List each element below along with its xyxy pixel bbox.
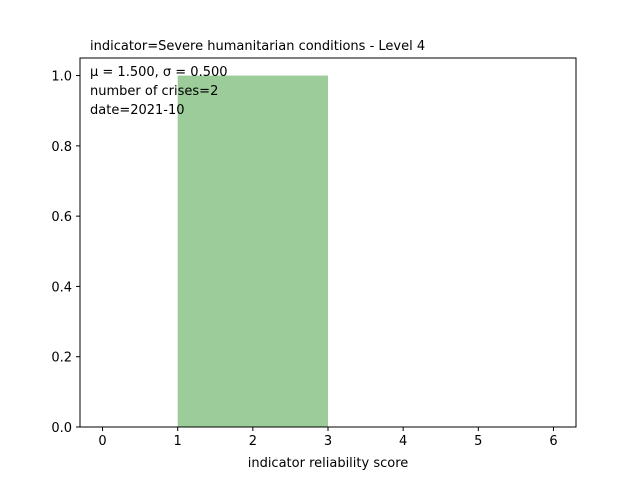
x-tick-label: 4 bbox=[399, 434, 407, 449]
x-tick-label: 5 bbox=[474, 434, 482, 449]
x-tick-label: 2 bbox=[249, 434, 257, 449]
y-tick-label: 0.4 bbox=[51, 280, 72, 295]
y-tick-label: 1.0 bbox=[51, 70, 72, 85]
bars-layer bbox=[177, 75, 328, 428]
annotation-crises-count: number of crises=2 bbox=[90, 84, 218, 99]
histogram-bar bbox=[177, 75, 328, 428]
x-tick-label: 1 bbox=[174, 434, 182, 449]
x-tick-label: 6 bbox=[549, 434, 557, 449]
y-tick-label: 0.2 bbox=[51, 351, 72, 366]
annotation-date: date=2021-10 bbox=[90, 103, 185, 118]
y-tick-label: 0.6 bbox=[51, 210, 72, 225]
x-axis-label: indicator reliability score bbox=[248, 456, 409, 471]
y-tick-label: 0.0 bbox=[51, 421, 72, 436]
chart-title: indicator=Severe humanitarian conditions… bbox=[90, 39, 425, 54]
annotation-stats: μ = 1.500, σ = 0.500 bbox=[90, 65, 228, 80]
x-tick-label: 3 bbox=[324, 434, 332, 449]
y-axis-ticks: 0.0 0.2 0.4 0.6 0.8 1.0 bbox=[51, 70, 80, 436]
x-axis-ticks: 0 1 2 3 4 5 6 bbox=[98, 427, 558, 449]
x-tick-label: 0 bbox=[98, 434, 106, 449]
y-tick-label: 0.8 bbox=[51, 140, 72, 155]
